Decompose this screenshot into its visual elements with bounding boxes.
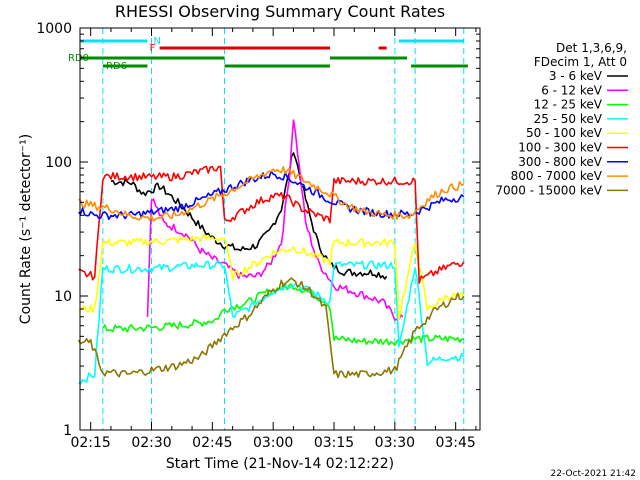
legend-header-line-2: FDecim 1, Att 0	[534, 55, 627, 69]
flag-label-f: F	[150, 43, 156, 54]
y-tick-label: 1000	[36, 21, 72, 37]
y-tick-label: 100	[45, 155, 72, 171]
legend-label-12-25-kev: 12 - 25 keV	[534, 98, 603, 112]
legend-label-800-7000-kev: 800 - 7000 keV	[511, 169, 603, 183]
series-line-3-6-kev	[110, 152, 388, 280]
x-tick-label: 03:00	[253, 435, 293, 451]
series-line-7000-15000-kev	[77, 277, 465, 379]
y-tick-label: 10	[54, 289, 72, 305]
legend: Det 1,3,6,9, FDecim 1, Att 0 3 - 6 keV6 …	[495, 41, 628, 197]
x-tick-label: 02:15	[70, 435, 110, 451]
series-line-800-7000-kev	[78, 166, 465, 222]
series-lines	[77, 119, 465, 385]
series-line-50-100-kev	[78, 234, 465, 321]
x-axis-label: Start Time (21-Nov-14 02:12:22)	[166, 456, 394, 472]
legend-label-50-100-kev: 50 - 100 keV	[526, 126, 603, 140]
plot-frame	[79, 27, 481, 431]
series-line-12-25-kev	[102, 283, 464, 346]
x-tick-label: 03:45	[435, 435, 475, 451]
flag-label-rd0: RD0	[68, 53, 89, 64]
flag-label-rd6: RD6	[106, 61, 127, 72]
chart-title: RHESSI Observing Summary Count Rates	[115, 2, 445, 21]
series-line-100-300-kev	[78, 165, 465, 284]
legend-header-line-1: Det 1,3,6,9,	[556, 41, 627, 55]
legend-label-100-300-kev: 100 - 300 keV	[518, 141, 602, 155]
axes: 02:15 02:30 02:45 03:00 03:15 03:30 03:45 1 10 10…	[36, 21, 480, 451]
legend-label-6-12-kev: 6 - 12 keV	[541, 83, 603, 97]
legend-label-25-50-kev: 25 - 50 keV	[534, 112, 603, 126]
y-axis-label: Count Rate (s⁻¹ detector⁻¹)	[18, 134, 34, 324]
x-tick-label: 02:45	[192, 435, 232, 451]
footer-timestamp: 22-Oct-2021 21:42	[551, 469, 636, 479]
flag-bars: NF RD0 RD6	[68, 36, 468, 72]
legend-label-3-6-kev: 3 - 6 keV	[549, 69, 603, 83]
x-tick-label: 02:30	[131, 435, 171, 451]
plot-area	[102, 28, 465, 430]
series-line-25-50-kev	[78, 260, 465, 385]
legend-label-7000-15000-kev: 7000 - 15000 keV	[495, 183, 602, 197]
x-tick-label: 03:15	[314, 435, 354, 451]
x-tick-label: 03:30	[375, 435, 415, 451]
series-line-6-12-kev	[146, 119, 404, 321]
legend-label-300-800-kev: 300 - 800 keV	[518, 155, 602, 169]
flag-label-n: N	[154, 36, 161, 47]
y-tick-label: 1	[63, 423, 72, 439]
